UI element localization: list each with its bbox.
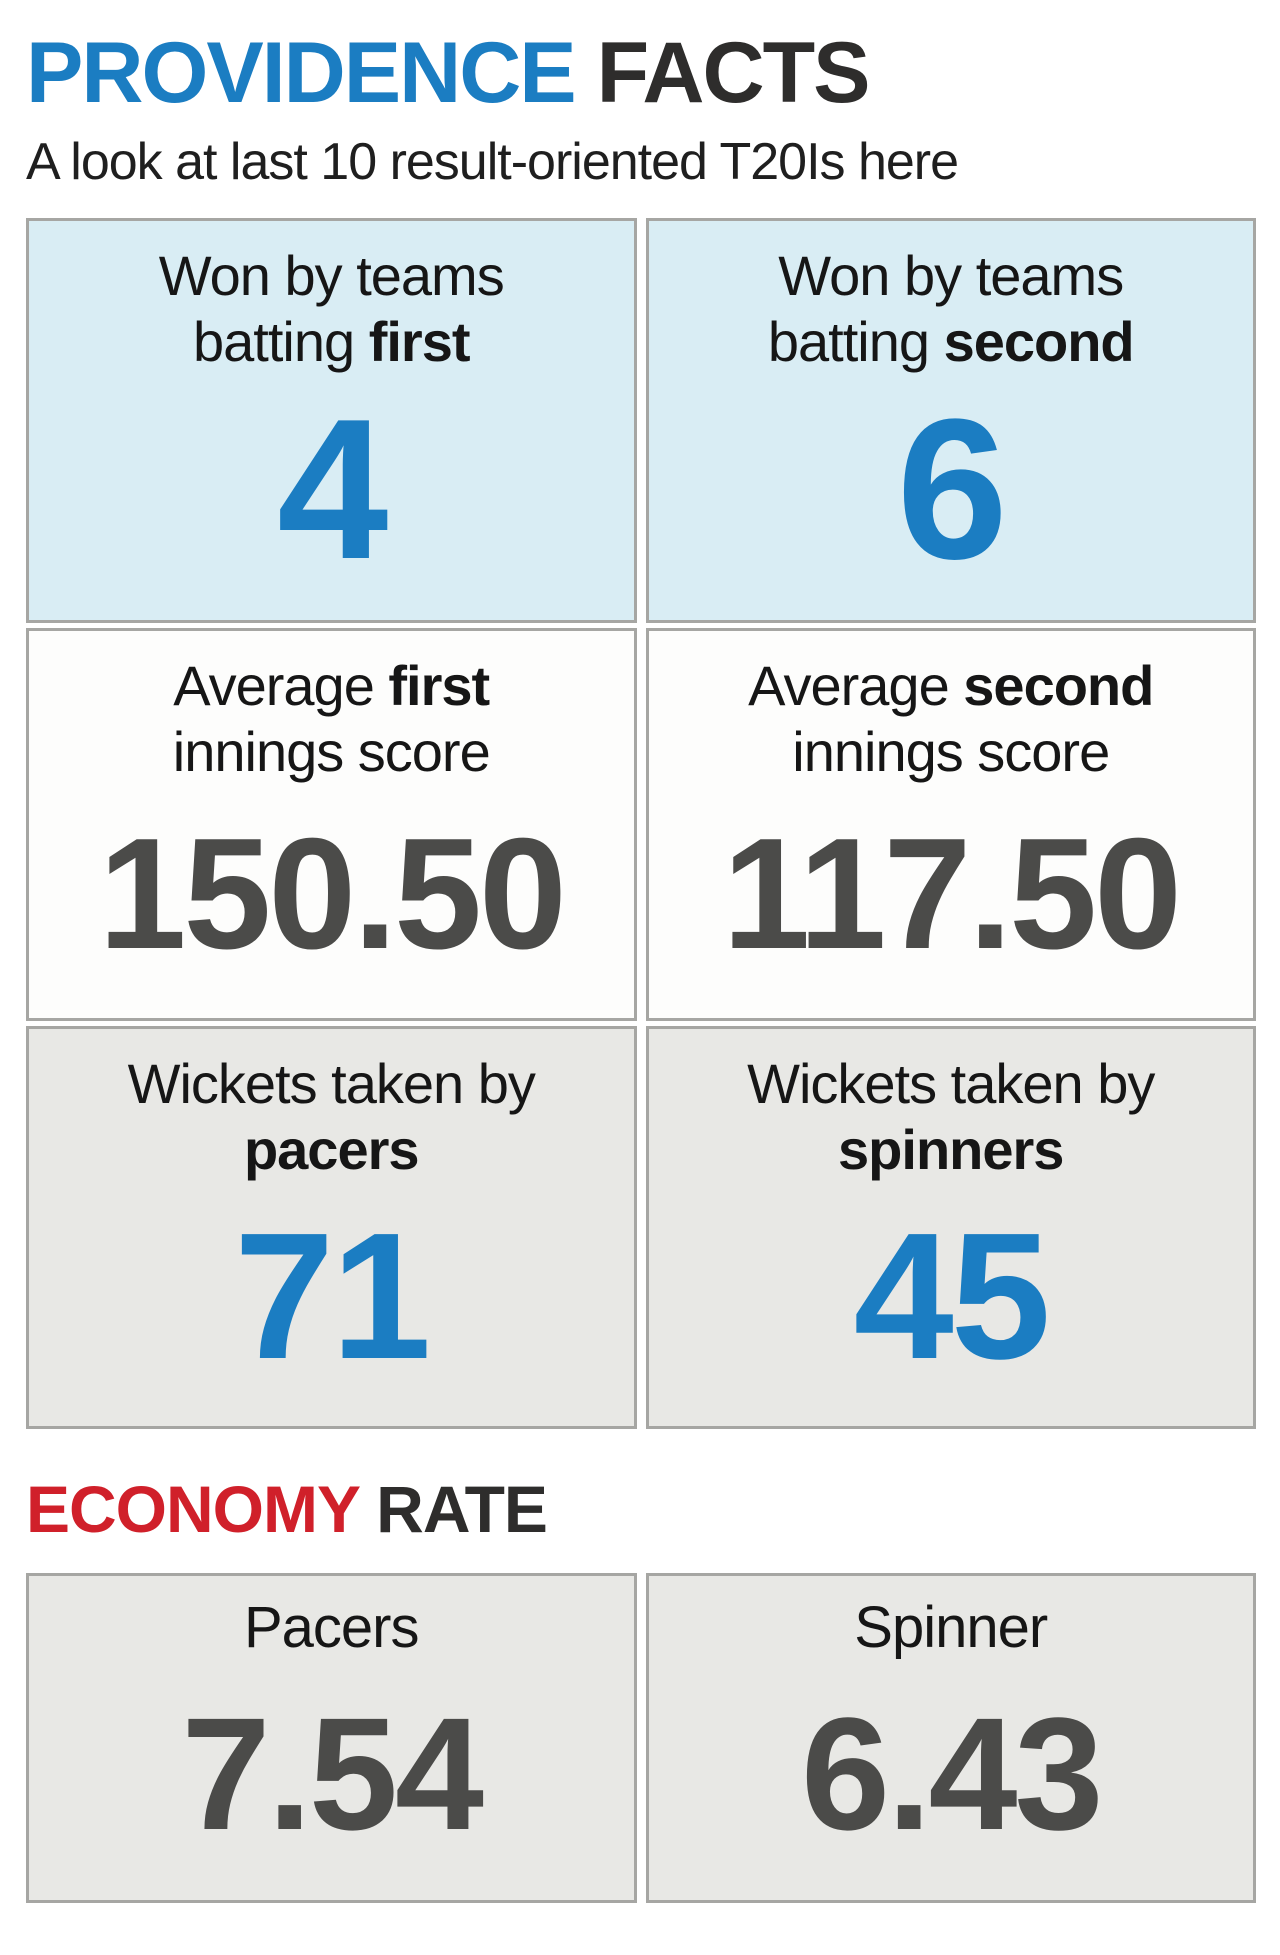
stat-cell-won-batting-second: Won by teams batting second 6 (645, 218, 1256, 623)
stat-cell-won-batting-first: Won by teams batting first 4 (26, 218, 637, 623)
economy-heading-accent: ECONOMY (26, 1472, 360, 1546)
stat-cell-avg-first-innings: Average first innings score 150.50 (26, 628, 637, 1021)
stat-label: Won by teams batting first (158, 244, 505, 373)
title-rest: FACTS (574, 25, 871, 121)
economy-label: Pacers (243, 1595, 420, 1660)
stat-value: 71 (234, 1196, 431, 1398)
stat-value: 150.50 (98, 806, 567, 983)
stat-label: Won by teams batting second (767, 244, 1135, 373)
stat-value: 4 (277, 378, 388, 602)
stat-label: Average second innings score (748, 654, 1154, 783)
stat-label: Average first innings score (172, 654, 491, 783)
stats-grid: Won by teams batting first 4 Won by team… (26, 218, 1256, 1429)
economy-rate-heading: ECONOMY RATE (26, 1471, 1258, 1547)
page-title: PROVIDENCE FACTS (26, 30, 1258, 116)
economy-cell-spinner: Spinner 6.43 (645, 1573, 1256, 1903)
stat-label: Wickets taken by spinners (747, 1052, 1155, 1181)
stat-value: 45 (853, 1196, 1051, 1398)
economy-label: Spinner (854, 1595, 1048, 1660)
page-subtitle: A look at last 10 result-oriented T20Is … (26, 133, 959, 191)
stat-cell-wickets-pacers: Wickets taken by pacers 71 (26, 1026, 637, 1429)
economy-grid: Pacers 7.54 Spinner 6.43 (26, 1573, 1256, 1903)
economy-cell-pacers: Pacers 7.54 (26, 1573, 637, 1903)
stat-label: Wickets taken by pacers (127, 1052, 536, 1181)
economy-value: 7.54 (181, 1683, 484, 1863)
title-accent: PROVIDENCE (26, 25, 577, 121)
stat-value: 6 (896, 378, 1008, 602)
stat-cell-wickets-spinners: Wickets taken by spinners 45 (645, 1026, 1256, 1429)
stat-value: 117.50 (722, 806, 1182, 983)
economy-heading-rest: RATE (358, 1472, 548, 1546)
economy-value: 6.43 (801, 1683, 1103, 1863)
stat-cell-avg-second-innings: Average second innings score 117.50 (645, 628, 1256, 1021)
